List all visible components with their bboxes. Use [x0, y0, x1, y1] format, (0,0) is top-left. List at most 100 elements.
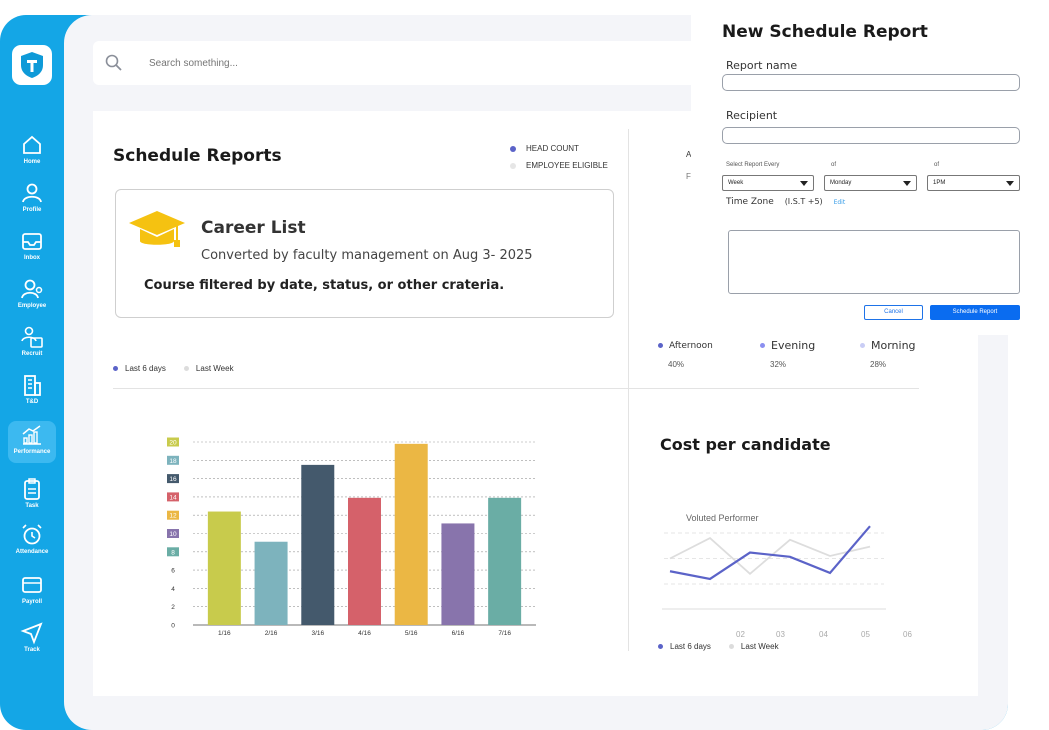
chevron-down-icon [800, 181, 808, 186]
timezone-edit-link[interactable]: Edit [833, 199, 846, 206]
bar-2/16[interactable] [254, 541, 288, 625]
sidebar-item-performance[interactable]: Performance [8, 421, 56, 463]
bar-7/16[interactable] [488, 497, 522, 625]
y-tick-label: 20 [169, 440, 177, 447]
sidebar-item-td[interactable]: T&D [8, 373, 56, 415]
y-tick-label: 4 [171, 586, 175, 593]
sidebar-item-employee[interactable]: Employee [8, 277, 56, 319]
bar-4/16[interactable] [348, 497, 381, 625]
search-icon[interactable] [105, 54, 123, 77]
x-tick-label: 3/16 [311, 630, 324, 637]
sidebar-item-label: Task [25, 503, 39, 509]
select-every-label: Select Report Every [726, 162, 780, 168]
timezone-text: Time Zone [726, 197, 774, 207]
app-logo[interactable] [12, 45, 52, 85]
cost-per-candidate-title: Cost per candidate [660, 435, 831, 454]
truncated-text-f: F [686, 172, 691, 181]
x-tick-label: 5/16 [405, 630, 418, 637]
headcount-dot [510, 145, 516, 152]
schedule-report-button[interactable]: Schedule Report [930, 305, 1020, 320]
line-x-label: 02 [736, 630, 745, 639]
report-every-select[interactable]: Week [722, 175, 814, 191]
bar-5/16[interactable] [394, 443, 428, 625]
card-icon [22, 577, 42, 593]
legend-eligible: EMPLOYEE ELIGIBLE [526, 161, 608, 170]
sidebar-item-inbox[interactable]: Inbox [8, 229, 56, 271]
x-tick-label: 2/16 [265, 630, 278, 637]
vertical-divider [628, 129, 629, 651]
sidebar-item-label: Performance [13, 449, 51, 455]
search-input[interactable] [149, 54, 549, 72]
shift-dot [658, 343, 663, 349]
sidebar-item-label: Recruit [21, 351, 43, 357]
cancel-button[interactable]: Cancel [864, 305, 923, 320]
y-tick-label: 12 [169, 513, 177, 520]
sidebar-item-label: Inbox [24, 255, 40, 261]
sidebar-item-label: Home [23, 159, 41, 165]
report-every-value: Week [728, 180, 744, 186]
sidebar-item-label: Profile [22, 207, 42, 213]
sidebar: Home Profile Inbox Employee Recruit T&D Perfor… [0, 15, 64, 730]
y-tick-badge [167, 547, 179, 557]
bar-3/16[interactable] [301, 464, 335, 625]
sidebar-item-label: Payroll [21, 599, 42, 605]
shift-label: Morning [871, 339, 916, 353]
sidebar-item-task[interactable]: Task [8, 477, 56, 519]
shield-logo-icon [21, 52, 43, 78]
y-tick-label: 8 [171, 549, 175, 556]
series-last-week [669, 537, 871, 575]
new-schedule-report-modal: New Schedule Report Report name Recipien… [691, 0, 1049, 335]
shift-value: 28% [870, 360, 887, 369]
x-tick-label: 4/16 [358, 630, 371, 637]
shift-legend: Afternoon 40% Evening 32% Morning 28% [658, 337, 978, 369]
sidebar-item-label: T&D [25, 399, 39, 405]
y-tick-label: 16 [169, 476, 177, 483]
day-value: Monday [830, 180, 852, 186]
sidebar-item-label: Employee [17, 303, 47, 309]
sidebar-item-track[interactable]: Track [8, 621, 56, 663]
bar-legend-last6: Last 6 days [125, 364, 166, 373]
sidebar-item-payroll[interactable]: Payroll [8, 573, 56, 615]
y-tick-label: 10 [169, 531, 177, 538]
recipient-field[interactable] [722, 127, 1020, 144]
series-last-6-days [669, 525, 871, 581]
sidebar-item-label: Attendance [15, 549, 49, 555]
y-tick-label: 6 [171, 568, 175, 575]
line-x-label: 06 [903, 630, 912, 639]
time-select[interactable]: 1PM [927, 175, 1020, 191]
horizontal-divider [113, 388, 919, 389]
bar-legend: Last 6 days Last Week [113, 364, 234, 373]
sidebar-item-recruit[interactable]: Recruit [8, 325, 56, 367]
profile-icon [22, 183, 42, 203]
chevron-down-icon [1006, 181, 1014, 186]
x-tick-label: 7/16 [498, 630, 511, 637]
x-tick-label: 6/16 [452, 630, 465, 637]
bar-6/16[interactable] [441, 523, 475, 625]
y-tick-label: 0 [171, 623, 175, 630]
sidebar-item-attendance[interactable]: Attendance [8, 523, 56, 565]
sidebar-item-home[interactable]: Home [8, 133, 56, 175]
time-value: 1PM [933, 180, 946, 186]
line-last6-dot [658, 644, 663, 649]
y-tick-badge [167, 437, 179, 447]
line-legend-last6: Last 6 days [670, 642, 711, 651]
career-subtitle: Converted by faculty management on Aug 3… [201, 248, 533, 263]
line-legend-lastweek: Last Week [740, 642, 779, 651]
home-icon [23, 135, 41, 154]
sidebar-item-profile[interactable]: Profile [8, 181, 56, 223]
report-name-field[interactable] [722, 74, 1020, 91]
day-select[interactable]: Monday [824, 175, 917, 191]
y-tick-badge [167, 474, 179, 484]
line-x-labels: 02 03 04 05 06 [656, 630, 956, 642]
alarm-icon [22, 524, 42, 545]
truncated-text-a: A [686, 150, 692, 159]
message-textarea[interactable] [728, 230, 1020, 294]
bar-1/16[interactable] [207, 511, 241, 625]
line-lastweek-dot [728, 644, 734, 649]
inbox-icon [22, 233, 42, 250]
shift-value: 40% [668, 360, 685, 369]
career-list-card[interactable]: Career List Converted by faculty managem… [115, 189, 614, 318]
building-icon [24, 375, 41, 396]
report-name-label: Report name [726, 59, 798, 72]
graduation-cap-icon [127, 209, 187, 258]
